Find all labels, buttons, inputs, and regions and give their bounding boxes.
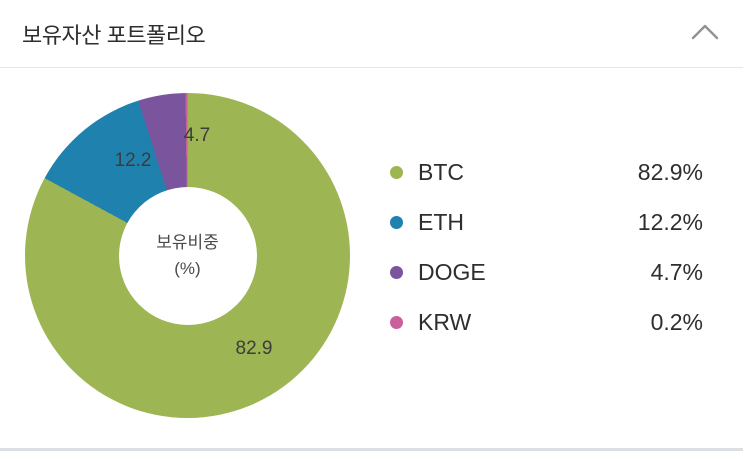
panel-header: 보유자산 포트폴리오: [0, 0, 743, 68]
slice-label-doge: 4.7: [183, 125, 211, 146]
slice-label-btc: 82.9: [235, 338, 273, 359]
collapse-button[interactable]: [689, 18, 721, 49]
legend-item-doge: DOGE 4.7%: [390, 247, 703, 297]
legend-label: ETH: [418, 208, 464, 235]
legend-value: 0.2%: [650, 308, 703, 335]
legend-item-eth: ETH 12.2%: [390, 197, 703, 247]
legend-value: 4.7%: [650, 258, 703, 285]
slice-label-eth: 12.2: [114, 150, 152, 171]
legend-color-dot: [390, 215, 403, 229]
legend-color-dot: [390, 265, 403, 279]
donut-chart: 보유비중 (%) 82.9 12.2 4.7: [25, 93, 350, 418]
legend-label: DOGE: [418, 258, 486, 285]
chevron-up-icon: [691, 24, 719, 43]
legend-label: BTC: [418, 158, 464, 185]
legend-value: 12.2%: [637, 208, 703, 235]
center-label-line1: 보유비중: [156, 233, 219, 252]
legend-color-dot: [390, 315, 403, 329]
chart-legend: BTC 82.9% ETH 12.2% DOGE 4.7% KRW 0.2%: [390, 147, 703, 347]
legend-label: KRW: [418, 308, 472, 335]
legend-item-krw: KRW 0.2%: [390, 297, 703, 347]
legend-value: 82.9%: [637, 158, 703, 185]
legend-color-dot: [390, 165, 403, 179]
panel-title: 보유자산 포트폴리오: [22, 22, 206, 48]
legend-item-btc: BTC 82.9%: [390, 147, 703, 197]
center-label-line2: (%): [174, 258, 201, 278]
donut-center-label: 보유비중 (%): [118, 186, 257, 325]
